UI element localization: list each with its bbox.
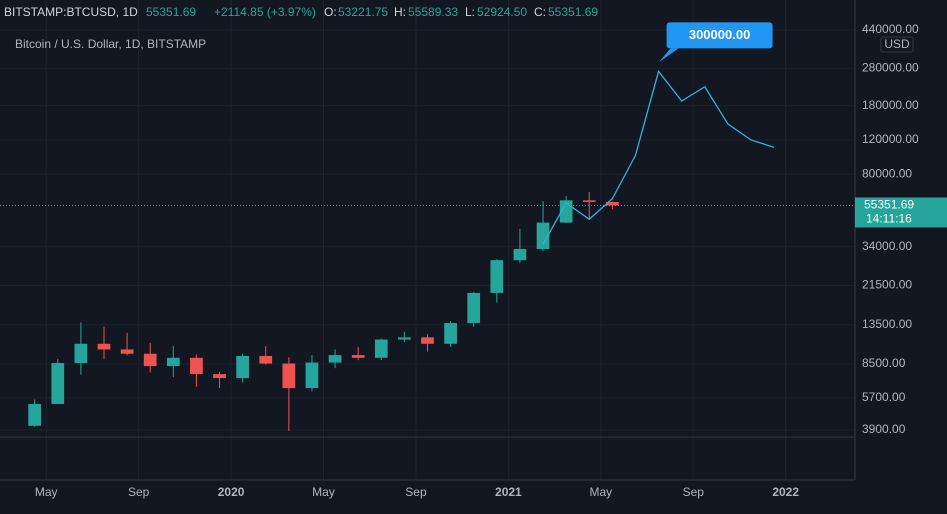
candle-body <box>374 339 388 358</box>
y-tick-label: 180000.00 <box>862 98 919 112</box>
x-tick-label: Sep <box>683 485 705 499</box>
candle-body <box>305 362 319 389</box>
candle-body <box>490 260 504 293</box>
y-tick-label: 80000.00 <box>862 166 912 180</box>
candle-body <box>513 248 527 261</box>
o-label: O: <box>324 5 337 19</box>
x-tick-label: May <box>35 485 58 499</box>
x-tick-label: Sep <box>128 485 150 499</box>
y-tick-label: 440000.00 <box>862 22 919 36</box>
currency: USD <box>884 37 910 51</box>
countdown: 14:11:16 <box>866 212 912 226</box>
candle-body <box>51 363 65 405</box>
candle-body <box>213 374 226 379</box>
y-tick-label: 8500.00 <box>862 356 906 370</box>
h-label: H: <box>394 5 406 19</box>
forecast-line <box>542 69 775 245</box>
x-tick-label: 2022 <box>772 485 799 499</box>
change: +2114.85 (+3.97%) <box>214 5 316 19</box>
candle-body <box>166 357 180 367</box>
annotation-box <box>666 22 773 49</box>
candle-body <box>74 343 88 364</box>
candle-body <box>536 222 550 249</box>
candle-body <box>398 337 411 340</box>
y-tick-label: 34000.00 <box>862 239 912 253</box>
y-tick-label: 120000.00 <box>862 132 919 146</box>
x-tick-label: Sep <box>405 485 427 499</box>
chart-title: Bitcoin / U.S. Dollar, 1D, BITSTAMP <box>15 37 206 51</box>
candle-body <box>97 343 111 350</box>
candle-body <box>190 357 203 375</box>
l-label: L: <box>465 5 475 19</box>
candle-body <box>467 292 481 324</box>
last-price-box <box>855 197 947 228</box>
symbol: BITSTAMP:BTCUSD, 1D <box>4 5 138 19</box>
x-tick-label: May <box>589 485 612 499</box>
currency-box <box>880 36 914 53</box>
last-price-label: 55351.69 <box>864 198 914 212</box>
c-label: C: <box>534 5 546 19</box>
y-tick-label: 5700.00 <box>862 390 906 404</box>
candle-body <box>236 355 249 379</box>
candle-body <box>606 201 619 206</box>
candle-body <box>421 337 434 344</box>
x-tick-label: 2020 <box>218 485 245 499</box>
c: 55351.69 <box>548 5 598 19</box>
o: 53221.75 <box>338 5 388 19</box>
y-tick-label: 21500.00 <box>862 278 912 292</box>
candle-body <box>328 355 342 363</box>
candle-body <box>444 323 457 344</box>
h: 55589.33 <box>408 5 458 19</box>
candle-body <box>28 404 42 426</box>
candle-body <box>120 349 134 354</box>
grid <box>0 0 855 480</box>
last: 55351.69 <box>146 5 196 19</box>
y-tick-label: 280000.00 <box>862 60 919 74</box>
candle-body <box>582 200 596 202</box>
x-tick-label: 2021 <box>495 485 522 499</box>
annotation-label: 300000.00 <box>689 27 750 42</box>
l: 52924.50 <box>477 5 527 19</box>
header: BITSTAMP:BTCUSD, 1D 55351.69 +2114.85 (+… <box>4 5 598 19</box>
y-tick-label: 3900.00 <box>862 422 906 436</box>
annotation-pointer <box>658 48 679 63</box>
candle-body <box>282 363 296 389</box>
candle-body <box>259 355 273 364</box>
y-tick-label: 13500.00 <box>862 317 912 331</box>
candle-body <box>351 355 365 358</box>
x-tick-label: May <box>312 485 335 499</box>
candle-body <box>143 353 157 367</box>
